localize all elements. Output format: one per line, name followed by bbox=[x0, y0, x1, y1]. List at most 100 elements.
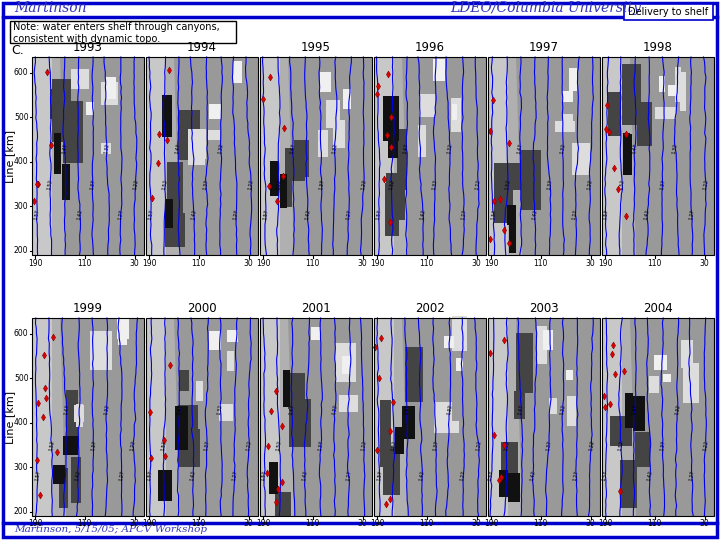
Bar bbox=[178, 110, 200, 160]
Text: 30: 30 bbox=[130, 519, 140, 529]
Polygon shape bbox=[60, 57, 144, 255]
Text: 1.47: 1.47 bbox=[518, 403, 525, 415]
Text: 2004: 2004 bbox=[643, 302, 673, 315]
Polygon shape bbox=[630, 318, 714, 516]
Bar bbox=[311, 327, 320, 340]
Bar bbox=[452, 421, 459, 433]
Bar bbox=[514, 391, 526, 419]
Bar bbox=[71, 457, 81, 503]
Bar bbox=[602, 57, 714, 255]
Text: Line [km]: Line [km] bbox=[5, 390, 15, 443]
Bar bbox=[175, 406, 188, 450]
Text: 110: 110 bbox=[648, 259, 662, 267]
Text: 200: 200 bbox=[14, 246, 29, 255]
Text: 1.32: 1.32 bbox=[672, 143, 679, 154]
Bar bbox=[452, 104, 457, 120]
Bar bbox=[451, 315, 467, 352]
Text: 300: 300 bbox=[14, 463, 29, 471]
Text: 1.47: 1.47 bbox=[631, 143, 638, 154]
Bar bbox=[562, 114, 573, 125]
Text: 1.42: 1.42 bbox=[531, 208, 538, 220]
Text: 1.57: 1.57 bbox=[375, 208, 382, 220]
Text: 1.52: 1.52 bbox=[161, 439, 167, 451]
Bar bbox=[146, 318, 258, 516]
Bar bbox=[499, 470, 508, 497]
Text: 110: 110 bbox=[534, 519, 548, 529]
Text: 400: 400 bbox=[14, 418, 29, 427]
Bar bbox=[219, 404, 233, 421]
Bar bbox=[388, 136, 397, 158]
Bar bbox=[195, 130, 206, 159]
Text: 1.27: 1.27 bbox=[117, 208, 124, 220]
Text: 1.57: 1.57 bbox=[603, 208, 609, 220]
Text: 1.47: 1.47 bbox=[289, 143, 296, 154]
Text: 1.22: 1.22 bbox=[475, 178, 482, 190]
Bar bbox=[283, 370, 290, 407]
Text: 1.57: 1.57 bbox=[602, 470, 608, 481]
Bar bbox=[146, 57, 258, 255]
Bar bbox=[488, 318, 508, 516]
Text: 1.27: 1.27 bbox=[118, 470, 125, 481]
Text: 30: 30 bbox=[700, 259, 709, 267]
Bar bbox=[556, 122, 575, 132]
Text: 1.37: 1.37 bbox=[89, 178, 96, 190]
Polygon shape bbox=[174, 57, 258, 255]
Text: 1.57: 1.57 bbox=[262, 208, 269, 220]
Text: 1.32: 1.32 bbox=[217, 403, 224, 415]
Text: 190: 190 bbox=[256, 519, 271, 529]
Bar bbox=[516, 333, 533, 394]
Bar bbox=[66, 390, 78, 447]
Text: 1.57: 1.57 bbox=[146, 470, 153, 481]
Bar bbox=[86, 102, 94, 115]
Bar bbox=[102, 143, 111, 154]
Bar bbox=[602, 57, 714, 255]
Text: 300: 300 bbox=[14, 201, 29, 211]
Text: 1.52: 1.52 bbox=[47, 178, 53, 190]
Bar bbox=[384, 183, 399, 237]
Text: Martinson: Martinson bbox=[14, 1, 86, 15]
Bar bbox=[659, 77, 665, 92]
Text: 1.42: 1.42 bbox=[76, 208, 84, 220]
Text: 1.37: 1.37 bbox=[204, 439, 210, 451]
Bar bbox=[662, 374, 671, 382]
Text: 1.47: 1.47 bbox=[174, 143, 181, 154]
Bar bbox=[433, 59, 445, 82]
Text: 1.37: 1.37 bbox=[90, 439, 97, 451]
Text: 110: 110 bbox=[78, 259, 92, 267]
FancyBboxPatch shape bbox=[10, 21, 236, 43]
Bar bbox=[333, 120, 345, 148]
Text: 1998: 1998 bbox=[643, 41, 673, 54]
Bar bbox=[374, 318, 486, 516]
Text: 1.52: 1.52 bbox=[48, 439, 55, 451]
Bar bbox=[53, 465, 65, 484]
Text: 30: 30 bbox=[358, 519, 367, 529]
Text: 1.22: 1.22 bbox=[248, 178, 254, 190]
Text: 1996: 1996 bbox=[415, 41, 445, 54]
Bar bbox=[260, 57, 280, 255]
Bar bbox=[572, 143, 590, 175]
Bar bbox=[50, 89, 71, 119]
Text: 30: 30 bbox=[586, 259, 595, 267]
Bar bbox=[374, 57, 486, 255]
Bar bbox=[32, 318, 144, 516]
Text: 1.52: 1.52 bbox=[505, 178, 511, 190]
Bar bbox=[339, 395, 359, 412]
Text: 1.27: 1.27 bbox=[345, 208, 352, 220]
Bar bbox=[178, 404, 198, 463]
Text: 190: 190 bbox=[370, 519, 384, 529]
Text: Note: water enters shelf through canyons,
consistent with dynamic topo.: Note: water enters shelf through canyons… bbox=[13, 22, 220, 44]
Text: 1.47: 1.47 bbox=[63, 403, 70, 415]
Bar bbox=[397, 129, 407, 190]
Bar bbox=[384, 96, 399, 141]
Text: 30: 30 bbox=[358, 259, 367, 267]
Bar bbox=[675, 68, 681, 102]
Text: 1.52: 1.52 bbox=[618, 178, 626, 190]
Text: 1.32: 1.32 bbox=[446, 403, 453, 415]
Text: 1999: 1999 bbox=[73, 302, 103, 315]
Text: 1.52: 1.52 bbox=[391, 439, 397, 451]
Bar bbox=[146, 318, 166, 516]
Bar bbox=[488, 57, 508, 255]
Bar bbox=[488, 57, 600, 255]
Text: 110: 110 bbox=[534, 259, 548, 267]
Text: 1.22: 1.22 bbox=[132, 178, 139, 190]
